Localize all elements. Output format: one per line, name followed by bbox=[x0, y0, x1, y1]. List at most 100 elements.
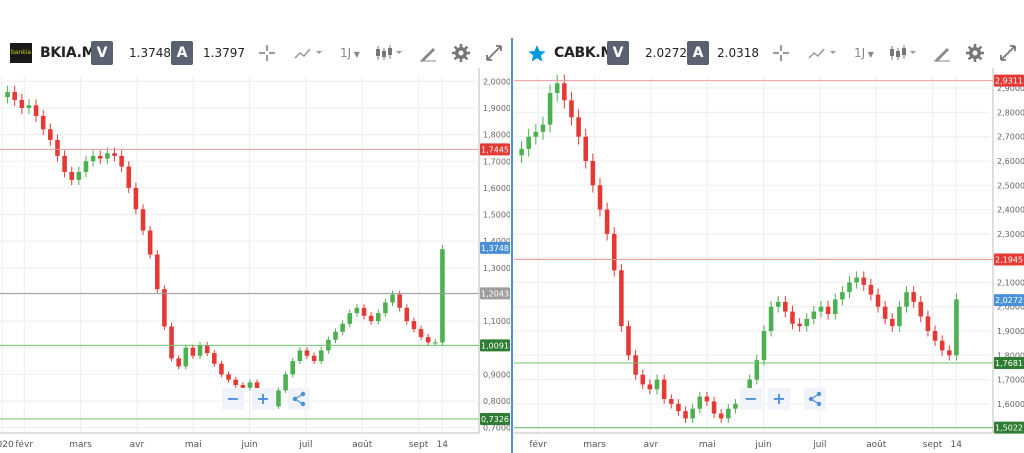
sell-button[interactable]: V bbox=[607, 41, 629, 65]
candle-body bbox=[433, 342, 438, 344]
zoom-out-button[interactable]: − bbox=[222, 388, 244, 410]
price-chart[interactable]: 2,0000 1,9000 1,8000 1,7000 1,6000 1,5000 1,40… bbox=[0, 68, 510, 453]
expand-icon[interactable] bbox=[996, 41, 1020, 65]
candle bbox=[383, 298, 388, 317]
zoom-out-button[interactable]: − bbox=[740, 388, 762, 410]
sell-price: 2.0272 bbox=[645, 46, 687, 60]
candle-body bbox=[304, 350, 310, 356]
zoom-in-button[interactable]: + bbox=[768, 388, 790, 410]
candle bbox=[818, 300, 824, 318]
candle-body bbox=[668, 399, 674, 404]
candle bbox=[311, 352, 317, 365]
candle bbox=[318, 347, 324, 365]
candle-body bbox=[404, 307, 410, 322]
candle bbox=[297, 347, 303, 365]
candle-body bbox=[119, 155, 124, 167]
y-tick-label: 2,8000 bbox=[997, 108, 1024, 117]
share-icon[interactable] bbox=[288, 388, 310, 410]
candle-body bbox=[889, 318, 895, 327]
grid-lines bbox=[514, 76, 990, 433]
candle-body bbox=[947, 350, 952, 356]
expand-icon[interactable] bbox=[482, 41, 506, 65]
candle bbox=[290, 358, 296, 378]
candle-body bbox=[204, 345, 210, 354]
price-level-tag: 1,3748 bbox=[480, 241, 510, 254]
candle bbox=[868, 278, 874, 301]
candle bbox=[112, 147, 117, 162]
x-tick-label: mars bbox=[583, 440, 606, 450]
candle-body bbox=[361, 307, 367, 316]
candle bbox=[204, 341, 210, 357]
candle-body bbox=[26, 105, 32, 108]
candle bbox=[19, 93, 25, 115]
candle-body bbox=[297, 350, 303, 362]
candle bbox=[654, 374, 660, 395]
chart-toolbar: CABK.MC V 2.0272 A 2.0318 1J ▼ bbox=[514, 38, 1024, 68]
interval-dropdown[interactable]: 1J ▼ bbox=[335, 41, 365, 65]
candle bbox=[889, 313, 895, 332]
candle-body bbox=[190, 347, 196, 356]
zoom-in-button[interactable]: + bbox=[252, 388, 274, 410]
sell-button[interactable]: V bbox=[91, 41, 113, 65]
candle bbox=[604, 202, 610, 241]
crosshair-icon[interactable] bbox=[769, 41, 793, 65]
candle-body bbox=[690, 408, 695, 419]
candle bbox=[133, 182, 139, 215]
draw-tool-icon[interactable] bbox=[930, 41, 954, 65]
candle-body bbox=[875, 294, 881, 307]
chart-type-icon[interactable] bbox=[292, 41, 326, 65]
caixabank-star-icon bbox=[526, 43, 548, 63]
crosshair-icon[interactable] bbox=[255, 41, 279, 65]
gear-icon[interactable] bbox=[963, 41, 987, 65]
price-chart[interactable]: 2,9000 2,8000 2,7000 2,6000 2,5000 2,4000 2,30… bbox=[514, 68, 1024, 453]
candle-body bbox=[590, 161, 596, 186]
x-tick-label: sept bbox=[409, 440, 429, 450]
draw-tool-icon[interactable] bbox=[416, 41, 440, 65]
candle bbox=[726, 404, 731, 423]
candle bbox=[768, 300, 774, 337]
candle-body bbox=[311, 355, 317, 362]
candle-body bbox=[105, 153, 110, 159]
x-tick-label: août bbox=[866, 440, 887, 450]
candle bbox=[661, 374, 667, 404]
candle-body bbox=[654, 379, 660, 390]
candle bbox=[140, 204, 146, 236]
y-tick-label: 2,6000 bbox=[997, 157, 1024, 166]
candle bbox=[276, 387, 281, 409]
candle bbox=[626, 320, 631, 361]
candle-body bbox=[347, 313, 353, 324]
candle bbox=[197, 341, 203, 359]
candle-body bbox=[904, 292, 909, 307]
price-level-badge bbox=[994, 74, 1024, 87]
candle-style-icon[interactable] bbox=[886, 41, 918, 65]
candle-body bbox=[183, 347, 189, 367]
buy-button[interactable]: A bbox=[171, 41, 193, 65]
candle-body bbox=[547, 93, 553, 125]
interval-dropdown[interactable]: 1J ▼ bbox=[849, 41, 879, 65]
chart-toolbar: bankia BKIA.MC V 1.3748 A 1.3797 1J ▼ bbox=[0, 38, 510, 68]
candle bbox=[176, 355, 181, 370]
candle bbox=[283, 371, 288, 394]
candle-body bbox=[375, 313, 381, 322]
y-tick-label: 1,5000 bbox=[483, 211, 510, 220]
candle-body bbox=[840, 292, 845, 300]
price-level-badge bbox=[480, 339, 510, 352]
chart-type-icon[interactable] bbox=[806, 41, 840, 65]
chart-panel-cabk: CABK.MC V 2.0272 A 2.0318 1J ▼ 2,9000 2,8… bbox=[514, 38, 1024, 453]
share-icon[interactable] bbox=[804, 388, 826, 410]
candle-style-icon[interactable] bbox=[372, 41, 404, 65]
panel-divider[interactable] bbox=[511, 38, 513, 453]
y-tick-label: 1,9000 bbox=[483, 104, 510, 113]
gear-icon[interactable] bbox=[449, 41, 473, 65]
y-tick-label: 1,6000 bbox=[997, 400, 1024, 409]
candle-body bbox=[882, 306, 888, 319]
candle bbox=[697, 391, 703, 414]
candle-body bbox=[939, 340, 945, 351]
buy-button[interactable]: A bbox=[687, 41, 709, 65]
candle-body bbox=[775, 301, 781, 307]
candle-body bbox=[554, 83, 560, 93]
candle-body bbox=[340, 323, 345, 332]
candle-body bbox=[526, 136, 531, 149]
candle bbox=[169, 322, 174, 362]
price-level-badge bbox=[480, 412, 510, 425]
